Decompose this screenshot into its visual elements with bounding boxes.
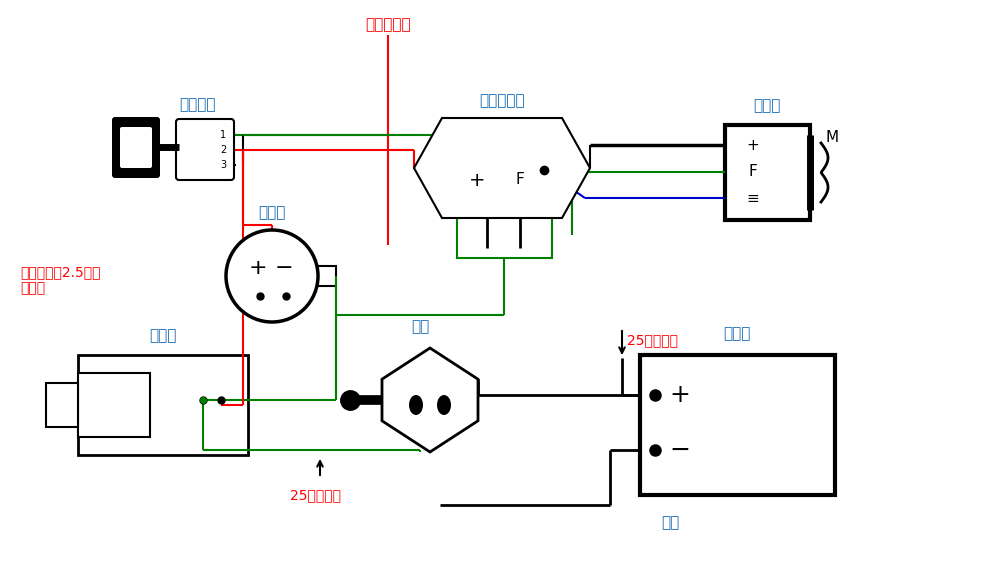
Text: 点火开关: 点火开关	[178, 97, 215, 112]
FancyBboxPatch shape	[176, 119, 234, 180]
Ellipse shape	[437, 395, 451, 415]
Text: 发电机: 发电机	[754, 98, 781, 113]
Text: +: +	[747, 138, 760, 153]
Text: −: −	[275, 258, 293, 278]
Text: +: +	[670, 383, 691, 407]
Polygon shape	[414, 118, 590, 218]
FancyBboxPatch shape	[112, 117, 160, 178]
Bar	[725, 125, 810, 220]
Text: 1: 1	[220, 130, 226, 140]
Text: 2: 2	[220, 145, 226, 155]
FancyBboxPatch shape	[120, 127, 152, 168]
Text: M: M	[826, 130, 838, 145]
Bar	[78, 355, 248, 455]
Bar	[640, 355, 835, 495]
Ellipse shape	[409, 395, 423, 415]
Text: 启动机: 启动机	[150, 328, 176, 343]
Text: 电子调节器: 电子调节器	[480, 93, 524, 108]
Text: F: F	[515, 172, 524, 187]
Text: 3: 3	[220, 160, 226, 170]
Text: +: +	[248, 258, 267, 278]
Text: F: F	[749, 165, 758, 180]
Polygon shape	[382, 348, 478, 452]
Text: 接车灯开关: 接车灯开关	[365, 17, 411, 32]
Text: 电流表: 电流表	[258, 205, 286, 220]
Text: +: +	[469, 171, 486, 190]
Text: ≡: ≡	[747, 191, 760, 206]
Text: 电闸: 电闸	[411, 319, 429, 334]
Text: 25平方铜线: 25平方铜线	[289, 488, 341, 502]
Text: −: −	[670, 438, 691, 462]
Text: 其它接线用2.5平方
国标线: 其它接线用2.5平方 国标线	[20, 265, 101, 295]
Bar	[318, 266, 336, 286]
Bar	[46, 383, 78, 427]
Bar	[457, 213, 552, 258]
Text: 接地: 接地	[661, 515, 679, 530]
Text: 蓄电池: 蓄电池	[723, 326, 751, 341]
Bar	[78, 373, 150, 437]
Text: 25平方铜线: 25平方铜线	[627, 333, 678, 347]
Circle shape	[226, 230, 318, 322]
